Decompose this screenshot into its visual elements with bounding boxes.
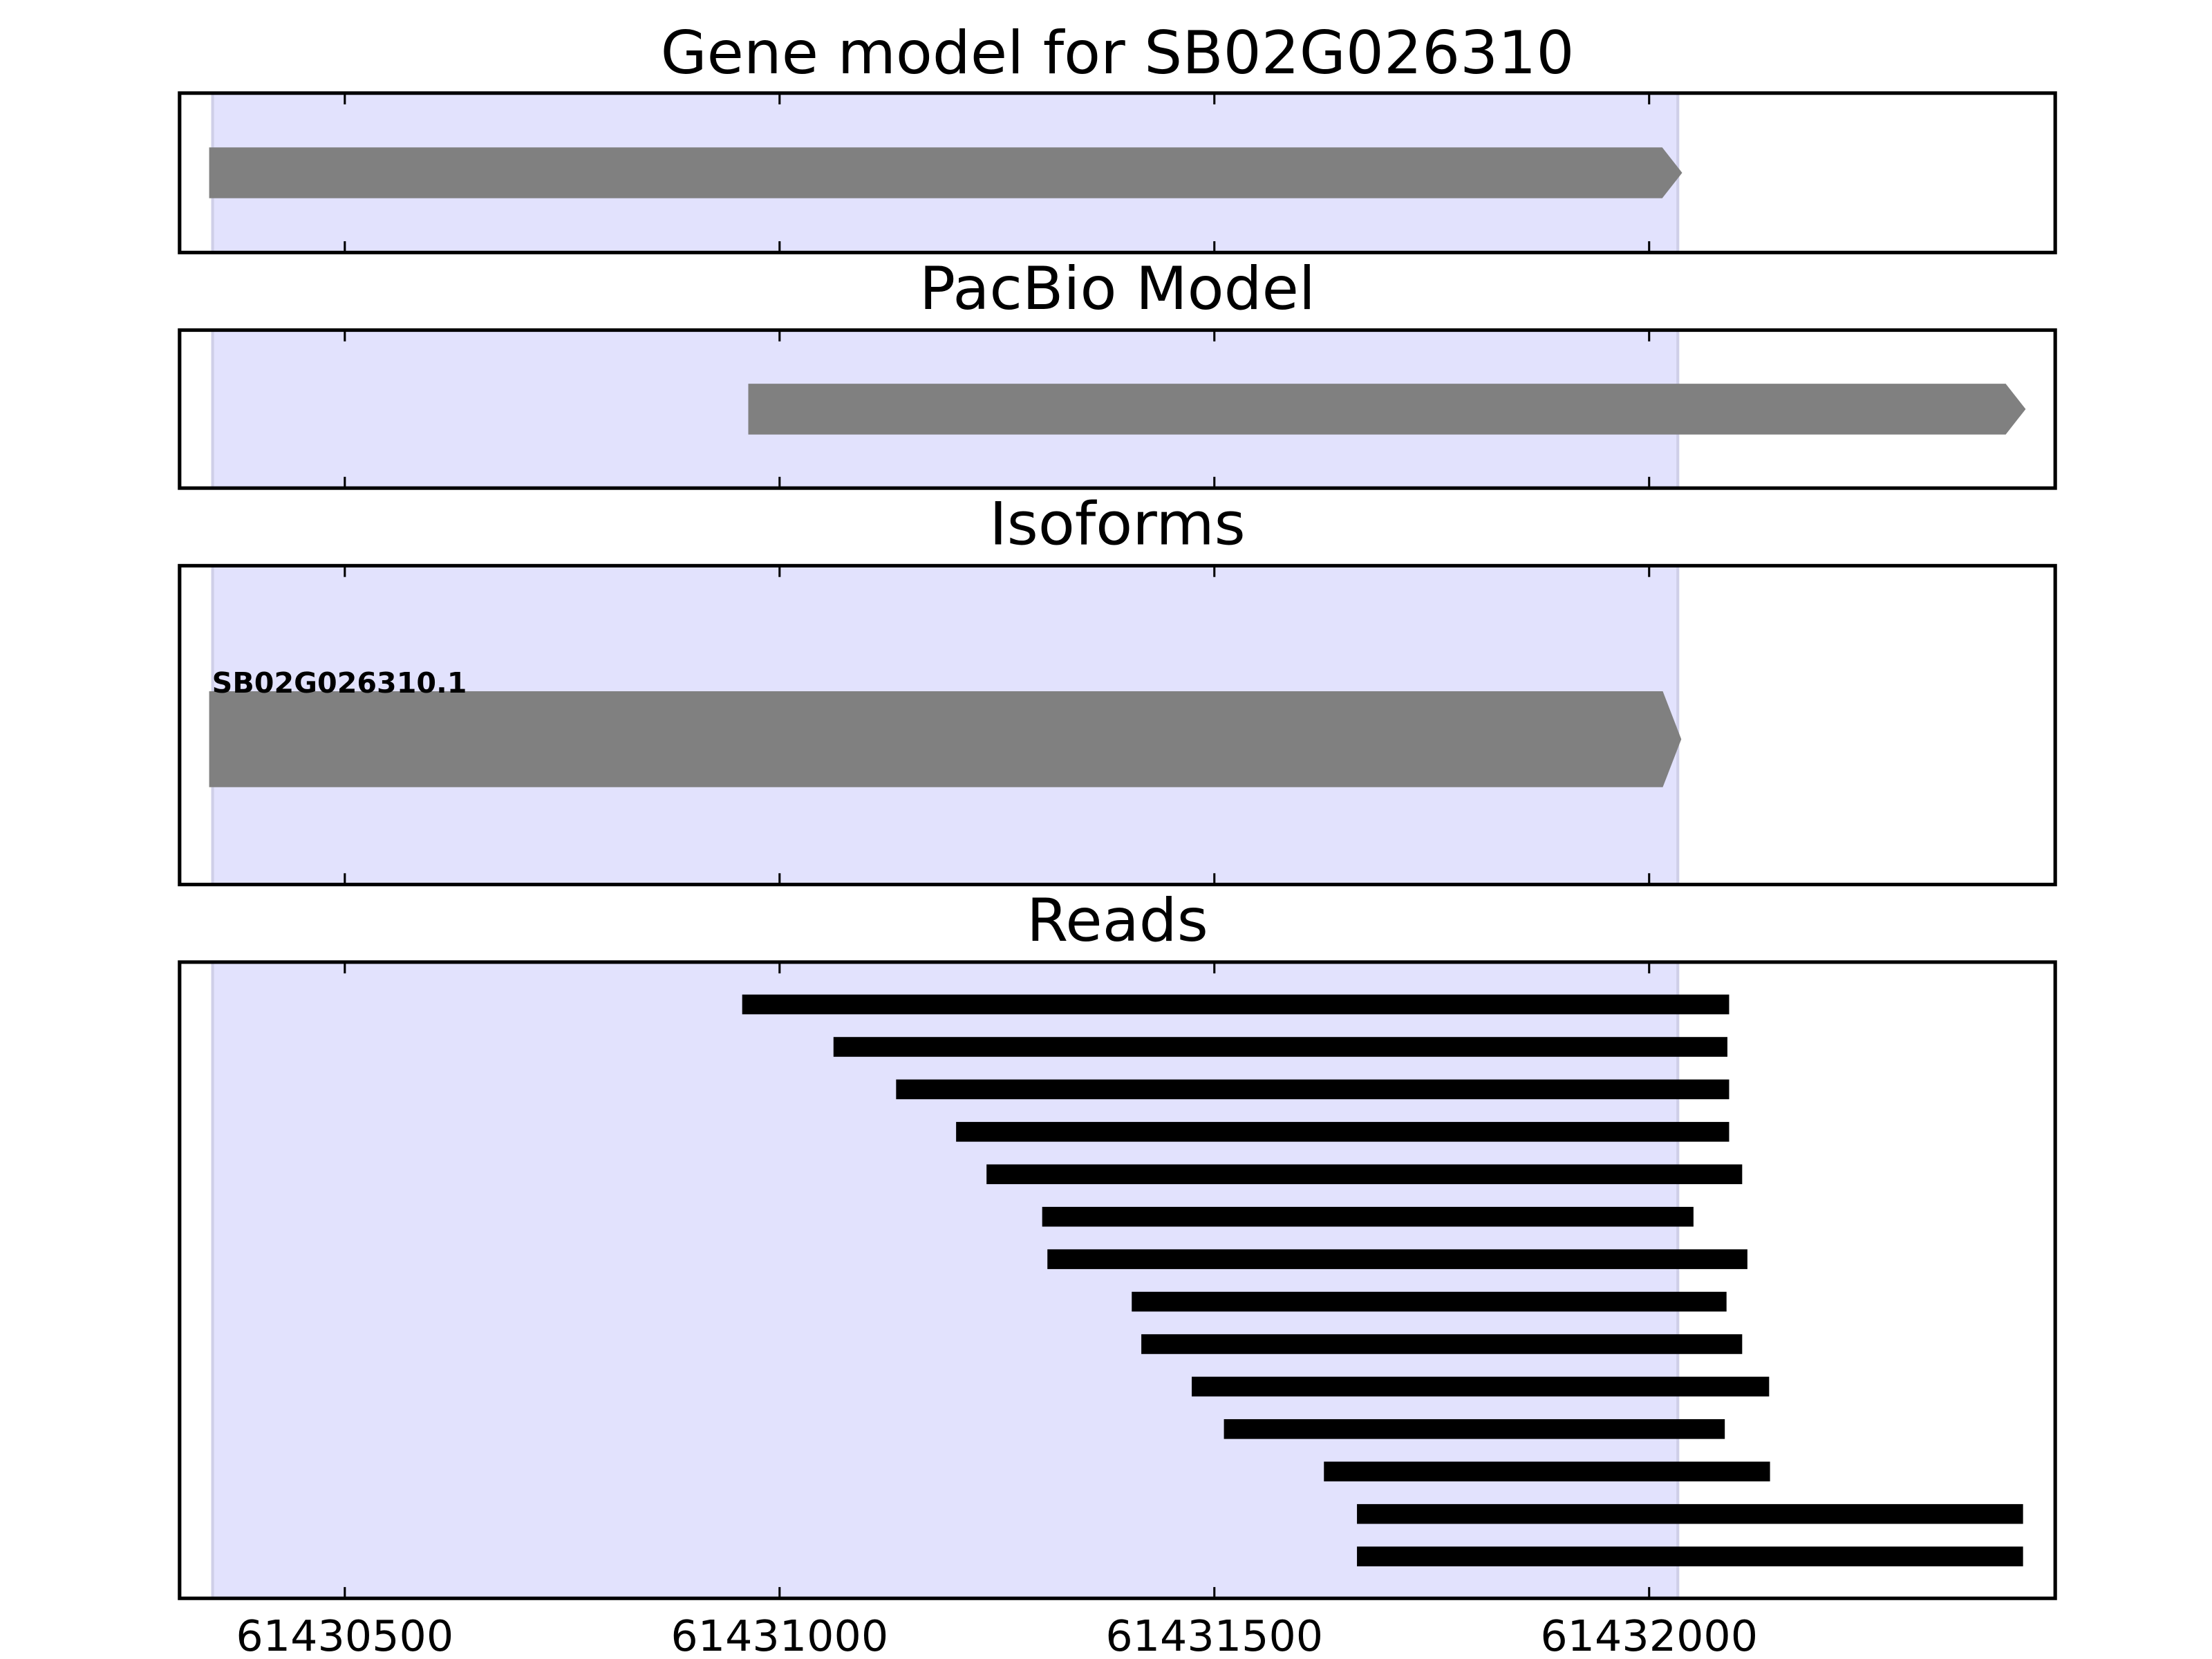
panel-frame — [178, 328, 2057, 490]
isoform-feature — [209, 691, 1682, 787]
panel-title: PacBio Model — [919, 254, 1315, 323]
panel-title: Reads — [1027, 887, 1208, 955]
panel-title: Isoforms — [989, 490, 1246, 559]
x-tick-label: 61432000 — [1540, 1611, 1758, 1659]
panel-frame — [178, 91, 2057, 254]
gene-feature — [748, 384, 2026, 435]
x-tick-label: 61431500 — [1105, 1611, 1323, 1659]
read — [1192, 1376, 1770, 1397]
read — [833, 1037, 1727, 1057]
panel-frame — [178, 563, 2057, 887]
read — [986, 1164, 1743, 1185]
read — [956, 1122, 1730, 1142]
x-tick-label: 61430500 — [236, 1611, 453, 1659]
gene-feature — [209, 147, 1683, 198]
isoform-label: SB02G026310.1 — [212, 666, 467, 700]
highlight-region — [211, 960, 1680, 1600]
read — [1047, 1249, 1747, 1269]
read — [1132, 1291, 1727, 1312]
read — [896, 1079, 1730, 1100]
x-tick-label: 61431000 — [671, 1611, 888, 1659]
read — [1357, 1546, 2023, 1566]
read — [1324, 1461, 1770, 1482]
read — [1141, 1334, 1743, 1354]
read — [1042, 1206, 1694, 1227]
panel-frame — [178, 960, 2057, 1600]
read — [1224, 1419, 1725, 1439]
read — [1357, 1503, 2023, 1524]
panel-title: Gene model for SB02G026310 — [661, 19, 1575, 88]
read — [742, 994, 1730, 1015]
